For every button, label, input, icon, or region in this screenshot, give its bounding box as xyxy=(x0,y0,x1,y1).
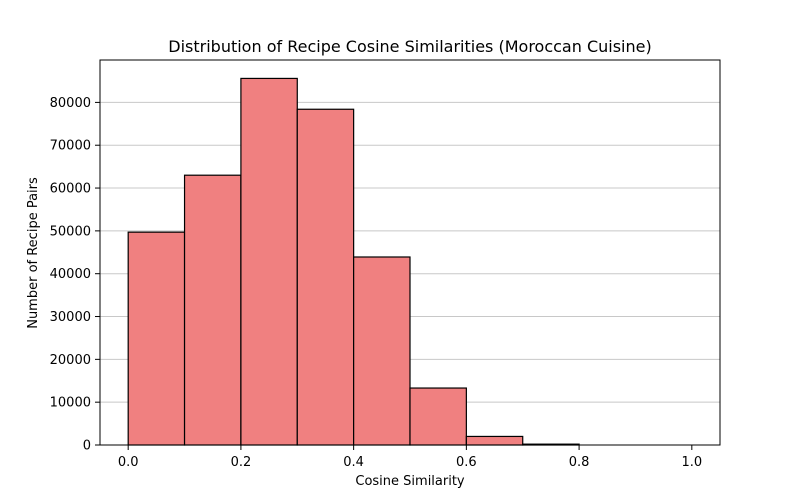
y-tick-label-3: 30000 xyxy=(50,310,91,325)
histogram-bar-6 xyxy=(465,435,524,446)
histogram-bar-1 xyxy=(183,174,242,446)
histogram-bar-4 xyxy=(353,256,411,446)
y-tick-label-4: 40000 xyxy=(50,267,91,282)
x-tick-label-1: 0.2 xyxy=(231,455,252,470)
plot-frame xyxy=(99,59,721,446)
x-tick-label-5: 1.0 xyxy=(681,455,702,470)
histogram-bar-5 xyxy=(409,387,467,446)
y-tick-label-1: 10000 xyxy=(50,396,91,411)
axes xyxy=(99,59,721,446)
y-tick-label-7: 70000 xyxy=(50,139,91,154)
x-tick-label-3: 0.6 xyxy=(456,455,477,470)
x-tick-label-4: 0.8 xyxy=(569,455,590,470)
x-tick-label-2: 0.4 xyxy=(343,455,364,470)
ticks: 0.0 0.2 0.4 0.6 0.8 1.0 0 10000 20000 30000 40000 5… xyxy=(50,96,703,470)
histogram-bar-3 xyxy=(296,108,355,446)
x-tick-label-0: 0.0 xyxy=(118,455,139,470)
bars xyxy=(127,77,580,446)
histogram-bar-2 xyxy=(240,77,298,446)
y-tick-label-2: 20000 xyxy=(50,353,91,368)
y-axis-label: Number of Recipe Pairs xyxy=(26,177,41,329)
histogram-bar-0 xyxy=(127,231,186,446)
y-tick-label-5: 50000 xyxy=(50,224,91,239)
y-tick-label-6: 60000 xyxy=(50,182,91,197)
y-tick-label-8: 80000 xyxy=(50,96,91,111)
chart-title: Distribution of Recipe Cosine Similariti… xyxy=(168,37,651,56)
y-tick-label-0: 0 xyxy=(83,439,91,454)
x-axis-label: Cosine Similarity xyxy=(355,474,465,489)
